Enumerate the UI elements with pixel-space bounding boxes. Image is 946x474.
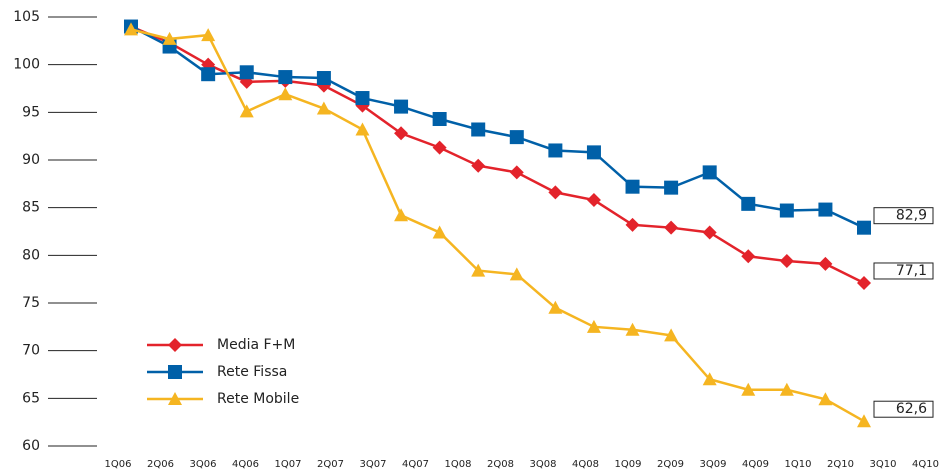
value-label: 82,9: [896, 208, 927, 224]
x-tick-label: 1Q10: [785, 459, 812, 470]
point: [548, 143, 563, 158]
value-label: 77,1: [896, 263, 927, 279]
legend-marker: [168, 392, 182, 405]
point: [664, 328, 679, 342]
point: [702, 372, 717, 386]
value-label-box: [873, 262, 934, 280]
x-tick-label: 2Q07: [317, 459, 344, 470]
x-tick-label: 1Q06: [105, 459, 132, 470]
x-tick-label: 4Q10: [912, 459, 939, 470]
point: [741, 196, 756, 211]
point: [857, 414, 871, 428]
point: [394, 126, 409, 141]
y-tick-label: 65: [22, 390, 40, 406]
series-line: [130, 28, 865, 423]
point: [278, 87, 293, 101]
legend-label: Media F+M: [217, 337, 295, 353]
legend-marker: [168, 365, 182, 379]
x-tick-label: 2Q06: [147, 459, 174, 470]
point: [355, 91, 370, 106]
y-tick-label: 75: [22, 295, 40, 311]
point: [586, 193, 601, 208]
point: [586, 145, 601, 160]
point: [201, 28, 216, 42]
value-label-box: [873, 207, 934, 225]
point: [394, 208, 409, 222]
point: [857, 220, 871, 235]
point: [394, 99, 409, 114]
x-tick-label: 3Q06: [190, 459, 217, 470]
x-tick-label: 3Q08: [530, 459, 557, 470]
point: [625, 322, 640, 336]
x-tick-label: 1Q08: [445, 459, 472, 470]
point: [818, 256, 833, 271]
x-tick-label: 3Q07: [360, 459, 387, 470]
point: [818, 202, 833, 217]
point: [509, 267, 524, 281]
x-tick-label: 1Q09: [615, 459, 642, 470]
x-tick-label: 4Q09: [742, 459, 769, 470]
point: [316, 71, 331, 86]
y-tick-label: 80: [22, 247, 40, 263]
y-tick-label: 70: [22, 343, 40, 359]
x-tick-label: 3Q10: [870, 459, 897, 470]
point: [239, 65, 254, 80]
point: [471, 263, 486, 277]
point: [432, 140, 447, 155]
point: [625, 179, 640, 194]
point: [124, 22, 138, 36]
point: [316, 101, 331, 115]
x-tick-label: 1Q07: [275, 459, 302, 470]
y-tick-label: 105: [13, 9, 40, 25]
point: [779, 382, 794, 396]
point: [509, 130, 524, 145]
x-tick-label: 3Q09: [700, 459, 727, 470]
point: [779, 254, 794, 269]
point: [702, 225, 717, 240]
point: [471, 122, 486, 137]
x-tick-label: 2Q08: [487, 459, 514, 470]
x-tick-label: 2Q10: [827, 459, 854, 470]
y-tick-label: 95: [22, 104, 40, 120]
point: [471, 158, 486, 173]
point: [741, 249, 756, 264]
point: [239, 104, 254, 118]
point: [664, 220, 679, 235]
legend-label: Rete Mobile: [217, 391, 299, 407]
legend-marker: [168, 338, 182, 352]
point: [857, 275, 871, 290]
point: [548, 185, 563, 200]
x-tick-label: 4Q07: [402, 459, 429, 470]
point: [201, 67, 216, 82]
point: [741, 382, 756, 396]
value-label: 62,6: [896, 401, 927, 417]
point: [509, 165, 524, 180]
y-tick-label: 60: [22, 438, 40, 454]
point: [664, 180, 679, 195]
x-tick-label: 4Q06: [232, 459, 259, 470]
point: [278, 70, 293, 85]
legend-label: Rete Fissa: [217, 364, 287, 380]
point: [779, 203, 794, 218]
point: [818, 392, 833, 406]
point: [355, 122, 370, 136]
point: [162, 31, 177, 45]
point: [625, 217, 640, 232]
point: [548, 300, 563, 314]
series-line: [130, 25, 865, 285]
point: [432, 225, 447, 239]
x-tick-label: 2Q09: [657, 459, 684, 470]
x-tick-label: 4Q08: [572, 459, 599, 470]
y-tick-label: 100: [13, 57, 40, 73]
point: [702, 165, 717, 180]
y-tick-label: 90: [22, 152, 40, 168]
value-label-box: [873, 400, 934, 418]
y-tick-label: 85: [22, 200, 40, 216]
point: [432, 112, 447, 127]
point: [586, 319, 601, 333]
